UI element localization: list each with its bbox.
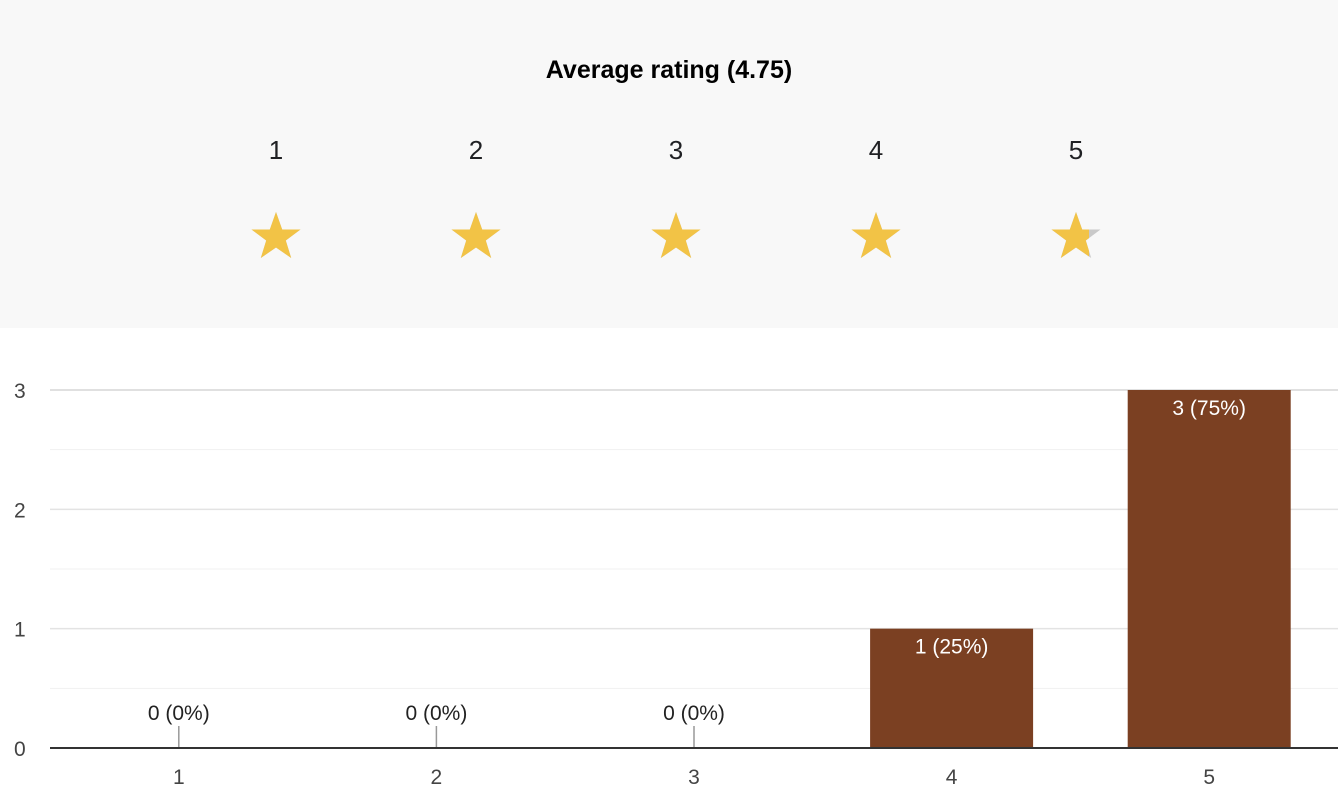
average-rating-title: Average rating (4.75) [545,56,793,84]
star-filled-part [851,212,901,258]
bar-4 [870,628,1034,748]
star-icon [651,212,701,258]
bar-5 [1127,390,1291,748]
x-tick-label: 5 [1203,766,1215,789]
y-tick-label: 2 [14,499,26,522]
bar-data-label: 1 (25%) [915,636,989,659]
star-number-label: 4 [868,135,884,165]
star-icon [451,212,501,258]
star-filled-part [1051,212,1089,258]
star-number-label: 5 [1068,135,1084,165]
x-tick-label: 2 [431,766,443,789]
y-tick-label: 0 [14,738,26,761]
star-number-label: 2 [468,135,484,165]
y-tick-label: 3 [14,380,26,403]
star-icon [851,212,901,258]
star-number-label: 3 [668,135,684,165]
star-icon [251,212,301,258]
star-filled-part [451,212,501,258]
bar-data-label: 0 (0%) [148,702,210,725]
bar-data-label: 3 (75%) [1172,397,1246,420]
y-tick-label: 1 [14,619,26,642]
bar-data-label: 0 (0%) [405,702,467,725]
x-tick-label: 3 [688,766,700,789]
star-filled-part [251,212,301,258]
bar-data-label: 0 (0%) [663,702,725,725]
star-number-label: 1 [268,135,284,165]
rating-summary-panel: Average rating (4.75) 1 2 3 4 5 [0,0,1338,328]
star-filled-part [651,212,701,258]
x-tick-label: 1 [173,766,185,789]
rating-distribution-bar-chart: 0 1 2 3 0 (0%) 1 0 (0%) 2 0 (0%) 3 1 (25%) 4 3 (75%)… [14,380,1338,789]
star-icon [1051,212,1101,258]
x-tick-label: 4 [946,766,958,789]
